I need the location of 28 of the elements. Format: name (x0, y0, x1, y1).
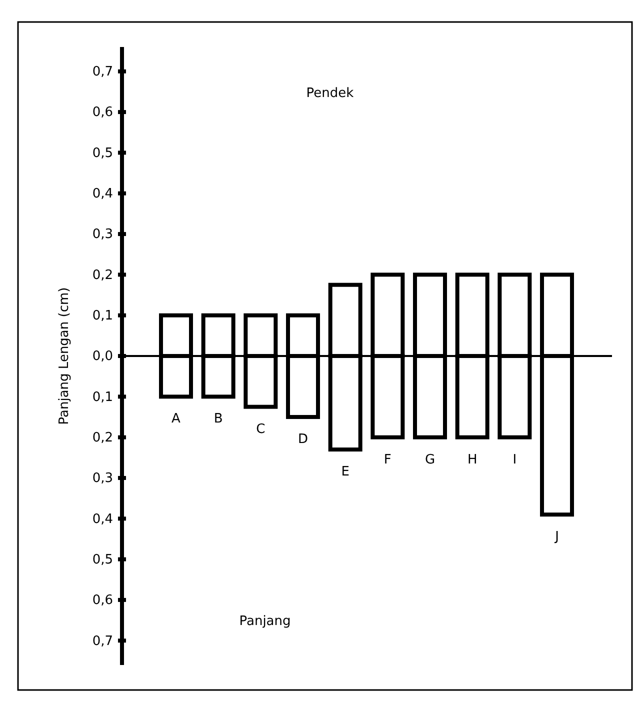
y-tick-label: 0,2 (92, 430, 113, 446)
x-tick-label: B (214, 412, 223, 427)
y-tick-label: 0,4 (92, 186, 113, 202)
annotation: Panjang (239, 614, 291, 629)
x-tick-label: I (512, 452, 517, 468)
y-tick-label: 0,2 (92, 268, 113, 283)
y-tick-label: 0,4 (92, 512, 113, 527)
x-tick-label: E (341, 464, 350, 480)
x-tick-label: F (384, 452, 392, 468)
x-tick-label: G (424, 452, 436, 468)
y-tick-label: 0,1 (92, 308, 113, 324)
y-tick-label: 0,5 (92, 552, 113, 568)
y-tick-label: 0,1 (92, 390, 113, 405)
x-tick-label: C (256, 422, 266, 437)
annotation: Pendek (306, 86, 354, 101)
y-tick-label: 0,7 (92, 64, 113, 80)
x-tick-label: D (298, 432, 308, 447)
y-tick-label: 0,6 (92, 593, 113, 608)
x-tick-label: A (172, 412, 181, 427)
y-tick-label: 0,3 (92, 227, 113, 242)
x-tick-label: H (467, 452, 478, 468)
y-tick-label: 0,7 (92, 634, 113, 649)
y-tick-label: 0,3 (92, 471, 113, 486)
x-tick-label: J (554, 530, 559, 545)
y-axis-title: Panjang Lengan (cm) (57, 287, 72, 425)
y-tick-label: 0,6 (92, 105, 113, 120)
y-tick-label: 0,5 (92, 146, 113, 161)
y-tick-label: 0,0 (92, 349, 113, 364)
